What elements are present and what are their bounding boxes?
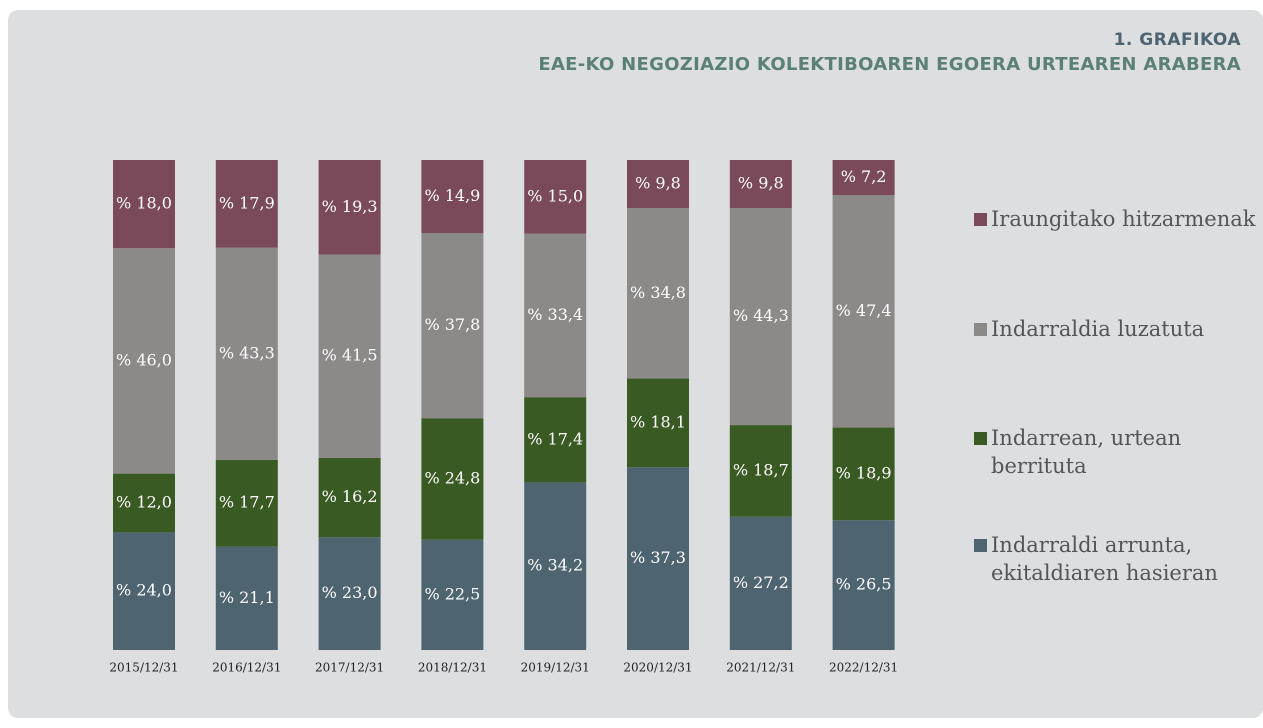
data-label: % 9,8 — [738, 174, 784, 193]
bar-segment — [113, 532, 175, 650]
bar-segment — [524, 160, 587, 234]
legend-item: Indarrean, urtean berrituta — [974, 424, 1259, 480]
bar-segment — [729, 208, 792, 426]
legend-swatch — [974, 432, 987, 445]
bar-segment — [113, 160, 175, 249]
data-label: % 17,7 — [219, 493, 275, 512]
data-label: % 22,5 — [424, 584, 480, 603]
chart-title: 1. GRAFIKOA — [1113, 30, 1241, 50]
x-tick-label: 2015/12/31 — [109, 661, 178, 675]
bar-segment — [421, 418, 484, 540]
bar-segment — [627, 208, 689, 379]
x-tick-label: 2018/12/31 — [418, 661, 487, 675]
bar-segment — [215, 459, 278, 547]
bar-segment — [421, 160, 484, 234]
bar-segment — [524, 397, 587, 483]
data-label: % 17,9 — [219, 193, 275, 212]
bar-segment — [524, 482, 587, 650]
bar-segment — [113, 248, 175, 474]
data-label: % 46,0 — [116, 350, 172, 369]
bar-segment — [729, 516, 792, 650]
data-label: % 9,8 — [635, 174, 681, 193]
data-label: % 43,3 — [219, 343, 275, 362]
legend-item: Iraungitako hitzarmenak — [974, 205, 1259, 233]
bar-segment — [318, 457, 381, 538]
data-label: % 18,1 — [630, 412, 686, 431]
bar-segment — [832, 195, 895, 428]
data-label: % 18,7 — [733, 460, 789, 479]
x-tick-label: 2017/12/31 — [315, 661, 384, 675]
data-label: % 34,2 — [527, 556, 583, 575]
legend-swatch — [974, 323, 987, 336]
data-label: % 19,3 — [322, 197, 378, 216]
bar-segment — [627, 378, 689, 468]
bar-segment — [627, 467, 689, 650]
data-label: % 7,2 — [841, 167, 887, 186]
x-tick-label: 2019/12/31 — [521, 661, 590, 675]
data-label: % 47,4 — [836, 301, 892, 320]
data-label: % 34,8 — [630, 283, 686, 302]
legend-label: Indarraldia luzatuta — [991, 317, 1205, 341]
data-label: % 26,5 — [836, 575, 892, 594]
legend-swatch — [974, 213, 987, 226]
data-label: % 14,9 — [424, 186, 480, 205]
x-tick-label: 2020/12/31 — [623, 661, 692, 675]
bar-segment — [421, 233, 484, 419]
bar-segment — [113, 473, 175, 533]
data-label: % 23,0 — [322, 583, 378, 602]
legend-item: Indarraldi arrunta, ekitaldiaren hasiera… — [974, 531, 1259, 587]
bar-segment — [215, 546, 278, 650]
data-label: % 21,1 — [219, 588, 275, 607]
data-label: % 41,5 — [322, 346, 378, 365]
data-label: % 18,9 — [836, 463, 892, 482]
bar-segment — [729, 160, 792, 209]
legend-label: Indarraldi arrunta, ekitaldiaren hasiera… — [991, 533, 1218, 585]
data-label: % 44,3 — [733, 306, 789, 325]
data-label: % 17,4 — [527, 429, 583, 448]
legend-label: Indarrean, urtean berrituta — [991, 426, 1182, 478]
bar-segment — [729, 425, 792, 517]
chart-subtitle: EAE-KO NEGOZIAZIO KOLEKTIBOAREN EGOERA U… — [538, 54, 1241, 75]
data-label: % 16,2 — [322, 487, 378, 506]
bar-segment — [318, 537, 381, 650]
bar-segment — [318, 254, 381, 458]
bar-segment — [832, 427, 895, 521]
bar-segment — [215, 247, 278, 460]
data-label: % 24,8 — [424, 468, 480, 487]
bar-segment — [215, 160, 278, 248]
x-tick-label: 2021/12/31 — [726, 661, 795, 675]
data-label: % 18,0 — [116, 194, 172, 213]
bar-segment — [524, 233, 587, 398]
data-label: % 27,2 — [733, 573, 789, 592]
legend-swatch — [974, 539, 987, 552]
data-label: % 15,0 — [527, 186, 583, 205]
data-label: % 37,3 — [630, 548, 686, 567]
data-label: % 24,0 — [116, 581, 172, 600]
x-tick-label: 2022/12/31 — [829, 661, 898, 675]
x-tick-label: 2016/12/31 — [212, 661, 281, 675]
data-label: % 12,0 — [116, 493, 172, 512]
legend-item: Indarraldia luzatuta — [974, 315, 1259, 343]
legend-label: Iraungitako hitzarmenak — [991, 207, 1256, 231]
bar-segment — [421, 539, 484, 650]
data-label: % 33,4 — [527, 305, 583, 324]
bar-segment — [627, 160, 689, 209]
bar-segment — [318, 160, 381, 255]
bar-segment — [832, 160, 895, 196]
bar-segment — [832, 520, 895, 650]
data-label: % 37,8 — [424, 315, 480, 334]
